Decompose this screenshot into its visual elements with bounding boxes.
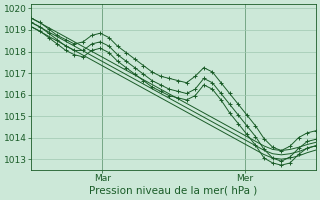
X-axis label: Pression niveau de la mer( hPa ): Pression niveau de la mer( hPa )	[90, 186, 258, 196]
